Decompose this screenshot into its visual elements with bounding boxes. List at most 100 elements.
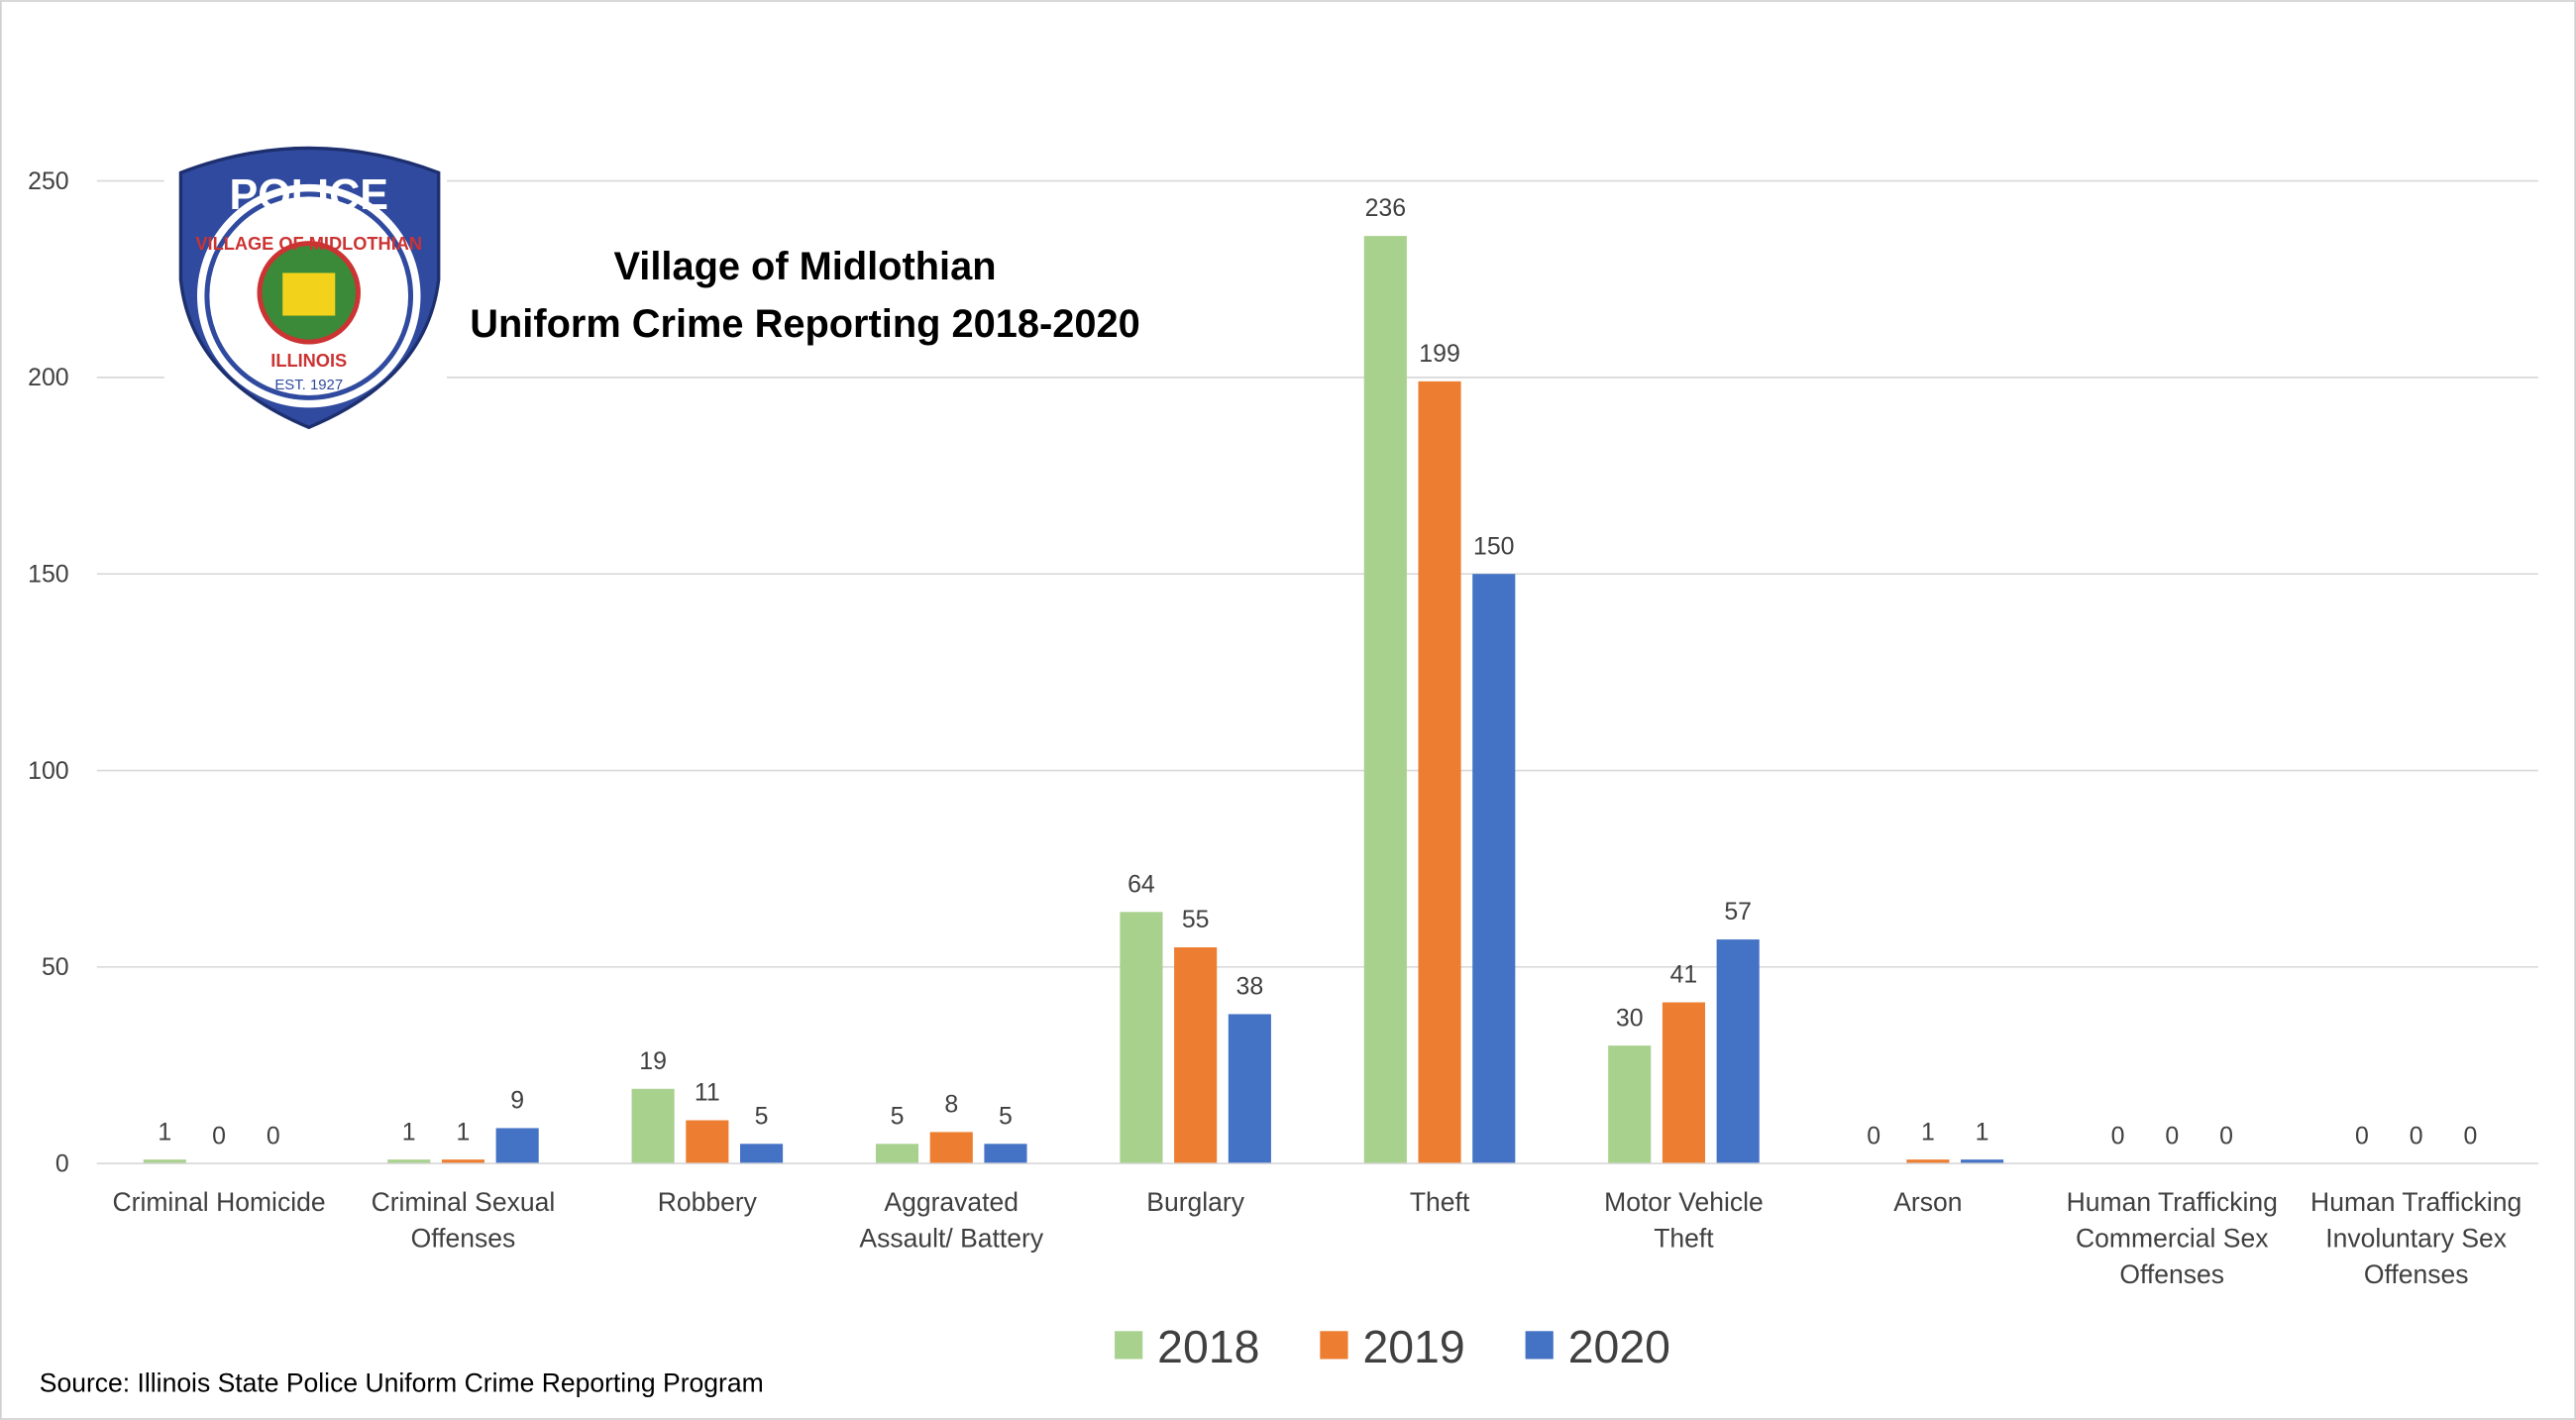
y-tick-label: 150 [28, 560, 68, 588]
x-tick-label: Arson [1893, 1187, 1962, 1217]
value-label: 0 [2111, 1122, 2125, 1149]
value-label: 1 [457, 1118, 471, 1146]
value-label: 0 [212, 1122, 226, 1149]
value-label: 0 [2355, 1122, 2369, 1149]
bar [1961, 1159, 2004, 1164]
logo-bottom: ILLINOIS [270, 350, 347, 371]
x-tick-label-line: Offenses [411, 1224, 516, 1254]
x-tick-label: Burglary [1146, 1187, 1244, 1217]
bar [1662, 1002, 1706, 1164]
legend-swatch [1115, 1331, 1143, 1360]
x-tick-label-line: Theft [1654, 1224, 1714, 1254]
chart-subtitle: Uniform Crime Reporting 2018-2020 [470, 302, 1139, 346]
x-tick-label: Criminal Homicide [112, 1187, 325, 1217]
value-label: 199 [1419, 340, 1459, 368]
value-label: 236 [1365, 194, 1406, 222]
x-tick-label: Motor Vehicle Theft [1604, 1187, 1764, 1253]
x-tick-label: Robbery [658, 1187, 758, 1217]
x-tick-label-line: Motor Vehicle [1604, 1187, 1764, 1217]
logo-seal-shield [282, 273, 336, 316]
bar [631, 1088, 675, 1164]
bar [1418, 381, 1461, 1164]
x-tick-label-line: Robbery [658, 1187, 758, 1217]
source-note: Source: Illinois State Police Uniform Cr… [40, 1368, 764, 1398]
value-label: 5 [755, 1102, 769, 1130]
logo-top: POLICE [229, 171, 387, 219]
bar [143, 1159, 186, 1164]
bar [875, 1144, 919, 1164]
legend-label: 2018 [1157, 1321, 1259, 1372]
value-label: 0 [2410, 1122, 2423, 1149]
bar [1120, 912, 1163, 1164]
value-label: 30 [1616, 1004, 1644, 1032]
value-label: 55 [1182, 906, 1210, 933]
value-label: 5 [891, 1102, 905, 1130]
x-tick-label-line: Offenses [2119, 1259, 2224, 1289]
value-label: 0 [2219, 1122, 2233, 1149]
value-label: 1 [1921, 1118, 1935, 1146]
x-tick-label-line: Involuntary Sex [2325, 1224, 2507, 1254]
y-tick-label: 50 [42, 953, 69, 981]
logo-ring-text: VILLAGE OF MIDLOTHIAN [195, 233, 422, 254]
bar [495, 1128, 539, 1164]
y-tick-label: 250 [28, 167, 68, 195]
value-label: 0 [2463, 1122, 2477, 1149]
value-label: 9 [510, 1087, 524, 1115]
legend-swatch [1525, 1331, 1554, 1360]
bar [740, 1144, 784, 1164]
value-label: 57 [1724, 898, 1752, 926]
x-tick-label-line: Aggravated [884, 1187, 1019, 1217]
logo-ring-line [204, 191, 414, 400]
x-tick-label-line: Arson [1893, 1187, 1962, 1217]
bar [1716, 939, 1760, 1164]
y-tick-label: 0 [55, 1149, 69, 1177]
logo-est: EST. 1927 [274, 377, 343, 393]
x-tick-label-line: Human Trafficking [2310, 1187, 2522, 1217]
bar [1363, 236, 1407, 1164]
bar [387, 1159, 431, 1164]
bar [1228, 1014, 1271, 1164]
x-tick-label-line: Commercial Sex [2076, 1224, 2269, 1254]
logo: POLICE VILLAGE OF MIDLOTHIAN ILLINOIS ES… [163, 146, 448, 444]
value-label: 0 [2165, 1122, 2179, 1149]
y-tick-label: 200 [28, 364, 68, 391]
value-label: 1 [158, 1118, 171, 1146]
x-tick-label: Human Trafficking Commercial Sex Offenses [2067, 1187, 2278, 1289]
value-label: 41 [1670, 961, 1698, 989]
x-tick-label-line: Criminal Homicide [112, 1187, 325, 1217]
x-tick-label: Human Trafficking Involuntary Sex Offenses [2310, 1187, 2522, 1289]
chart-title: Village of Midlothian [613, 245, 996, 288]
y-tick-label: 100 [28, 757, 68, 785]
x-tick-label: Theft [1410, 1187, 1470, 1217]
bar [686, 1120, 729, 1164]
legend-swatch [1320, 1331, 1348, 1360]
x-tick-label-line: Theft [1410, 1187, 1470, 1217]
bar [1906, 1159, 1950, 1164]
bar [1608, 1045, 1652, 1164]
value-label: 64 [1127, 870, 1155, 898]
value-label: 5 [999, 1102, 1013, 1130]
value-label: 8 [944, 1091, 958, 1119]
x-tick-label-line: Criminal Sexual [372, 1187, 556, 1217]
value-label: 19 [639, 1047, 667, 1075]
value-label: 0 [267, 1122, 280, 1149]
legend-label: 2020 [1568, 1321, 1670, 1372]
legend-label: 2019 [1362, 1321, 1464, 1372]
value-label: 0 [1867, 1122, 1880, 1149]
bar [1174, 947, 1218, 1164]
value-label: 11 [695, 1079, 720, 1107]
value-label: 38 [1236, 973, 1264, 1001]
x-tick-label-line: Burglary [1146, 1187, 1244, 1217]
x-tick-label: Aggravated Assault/ Battery [859, 1187, 1043, 1253]
value-label: 1 [402, 1118, 416, 1146]
x-tick-label: Criminal Sexual Offenses [372, 1187, 556, 1253]
x-tick-label-line: Human Trafficking [2067, 1187, 2278, 1217]
x-tick-label-line: Assault/ Battery [859, 1224, 1043, 1254]
bar [441, 1159, 484, 1164]
bar [1472, 574, 1516, 1164]
bar [929, 1132, 973, 1164]
bar [984, 1144, 1027, 1164]
value-label: 1 [1976, 1118, 1989, 1146]
